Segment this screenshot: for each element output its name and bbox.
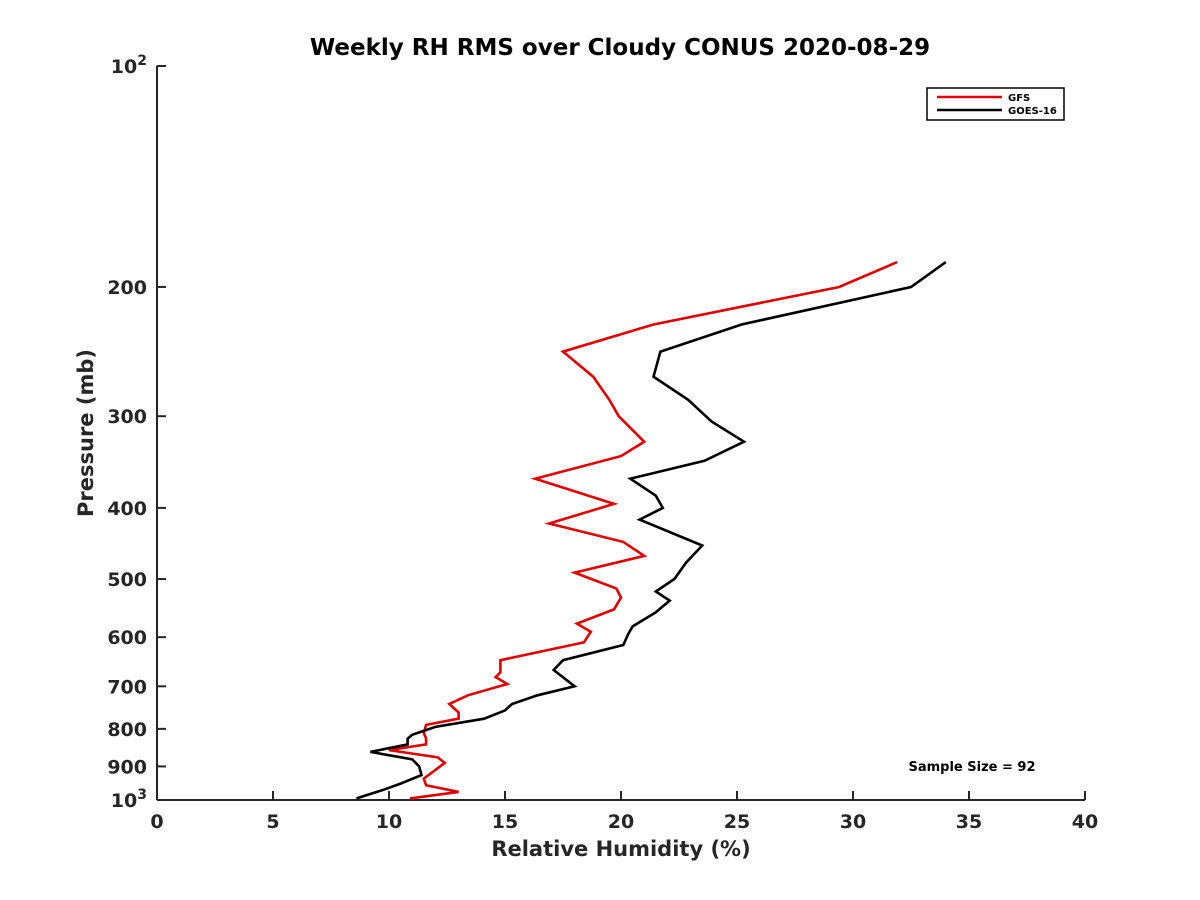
x-tick-label: 40 xyxy=(1072,811,1098,833)
y-tick-base: 300 xyxy=(107,406,147,428)
series-layer xyxy=(356,260,947,800)
series-line-gfs xyxy=(388,260,898,800)
x-tick-label: 20 xyxy=(608,811,634,833)
y-tick-label: 300 xyxy=(107,406,147,428)
legend-label-goes16: GOES-16 xyxy=(1008,106,1057,117)
series-line-goes16 xyxy=(356,261,947,800)
x-axis-title: Relative Humidity (%) xyxy=(491,837,750,861)
y-tick-exponent: 3 xyxy=(137,787,147,803)
x-tick-label: 25 xyxy=(724,811,750,833)
y-tick-label: 500 xyxy=(107,569,147,591)
y-tick-label: 700 xyxy=(107,676,147,698)
y-tick-label: 102 xyxy=(111,53,147,78)
sample-size-annotation: Sample Size = 92 xyxy=(908,760,1035,775)
x-tick-label: 0 xyxy=(150,811,163,833)
y-tick-label: 103 xyxy=(111,787,147,812)
x-tick-label: 35 xyxy=(956,811,982,833)
y-tick-label: 200 xyxy=(107,277,147,299)
y-tick-base: 10 xyxy=(111,790,137,812)
legend-box xyxy=(926,87,1065,121)
y-tick-label: 400 xyxy=(107,498,147,520)
y-tick-label: 600 xyxy=(107,627,147,649)
y-tick-exponent: 2 xyxy=(137,53,147,69)
chart-title: Weekly RH RMS over Cloudy CONUS 2020-08-… xyxy=(310,35,930,61)
legend-label-gfs: GFS xyxy=(1008,93,1030,104)
y-tick-base: 700 xyxy=(107,676,147,698)
x-tick-label: 5 xyxy=(266,811,279,833)
y-tick-base: 10 xyxy=(111,56,137,78)
x-ticks: 0 5 10 15 20 25 30 35 40 xyxy=(150,791,1098,833)
y-tick-base: 800 xyxy=(107,719,147,741)
y-tick-base: 400 xyxy=(107,498,147,520)
y-tick-base: 900 xyxy=(107,756,147,778)
y-tick-base: 600 xyxy=(107,627,147,649)
legend: GFS GOES-16 xyxy=(926,87,1065,121)
y-axis-title: Pressure (mb) xyxy=(74,349,98,517)
y-tick-base: 500 xyxy=(107,569,147,591)
y-tick-label: 800 xyxy=(107,719,147,741)
x-tick-label: 30 xyxy=(840,811,866,833)
x-tick-label: 10 xyxy=(376,811,402,833)
x-tick-label: 15 xyxy=(492,811,518,833)
plot-area: 0 5 10 15 20 25 30 35 40 10220030040050060070080… xyxy=(107,53,1098,833)
y-tick-base: 200 xyxy=(107,277,147,299)
y-tick-label: 900 xyxy=(107,756,147,778)
